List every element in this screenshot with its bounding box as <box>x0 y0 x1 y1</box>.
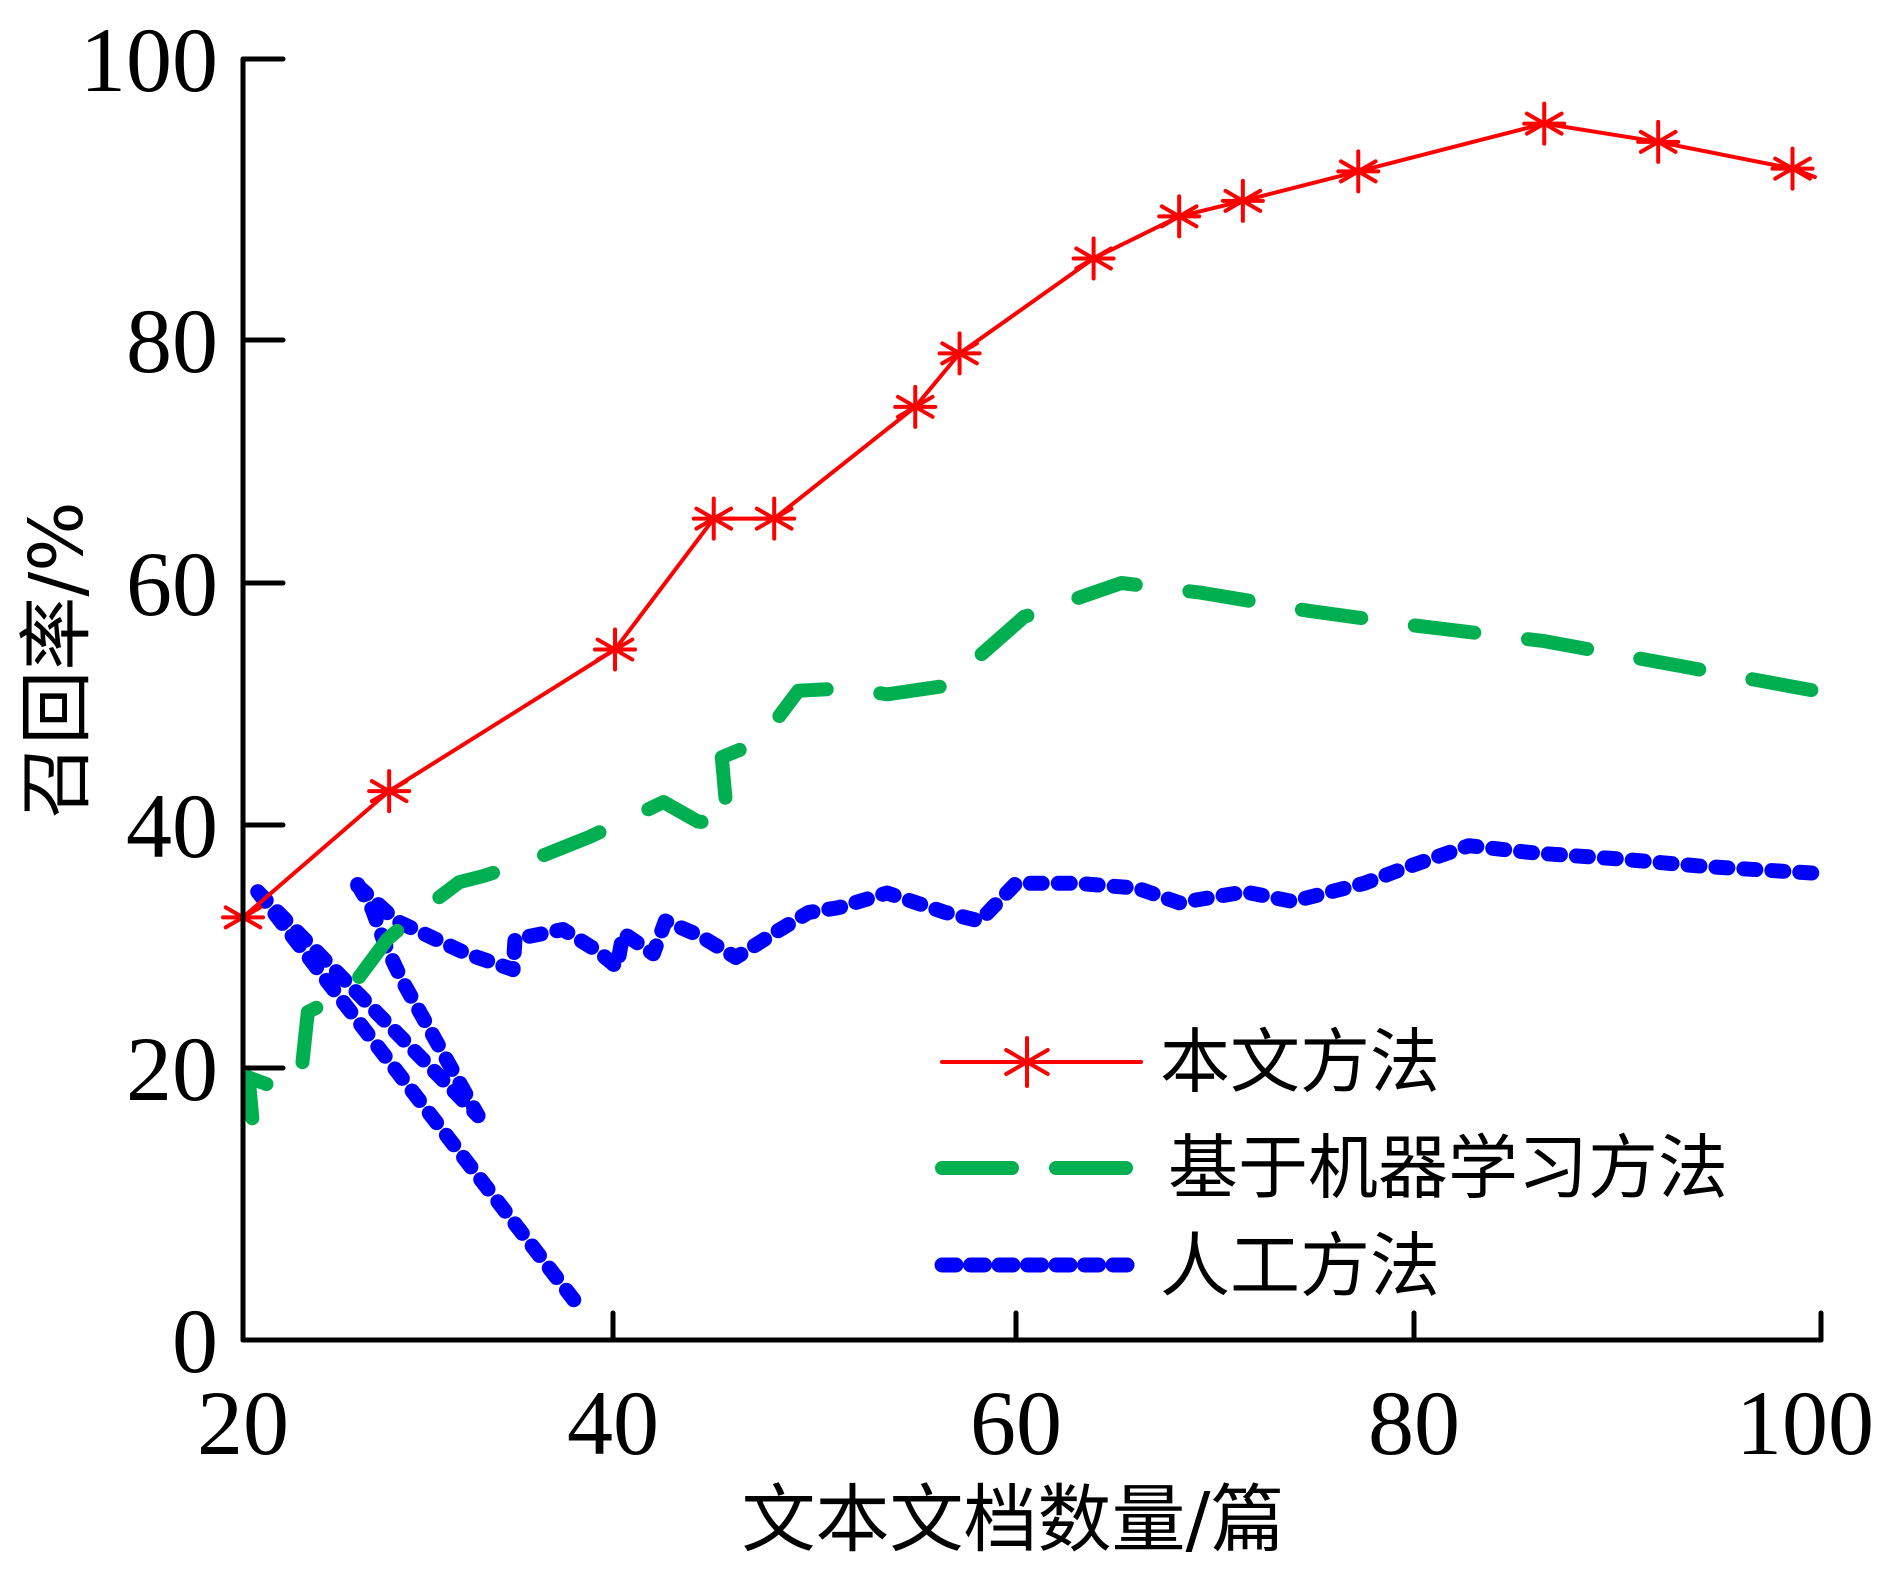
legend-item-manual: 人工方法 <box>934 1225 1440 1307</box>
x-axis-ticks: 20 40 60 80 100 <box>197 1310 1874 1474</box>
x-tick-label: 40 <box>567 1372 659 1474</box>
data-point-marker <box>691 496 736 541</box>
x-tick-label: 100 <box>1736 1372 1874 1474</box>
legend-marker-asterisk-icon <box>1001 1036 1053 1088</box>
data-point-marker <box>367 769 412 814</box>
plot-area <box>221 101 1829 1315</box>
y-axis-ticks: 0 20 40 60 80 100 <box>80 9 286 1392</box>
y-tick-label: 60 <box>126 533 218 635</box>
data-point-marker <box>1220 178 1265 223</box>
x-tick-label: 60 <box>970 1372 1062 1474</box>
data-point-marker <box>937 331 982 376</box>
data-point-marker <box>1336 149 1381 194</box>
y-tick-label: 20 <box>126 1018 218 1120</box>
data-point-marker <box>1770 146 1815 191</box>
legend-asterisk <box>1001 1036 1053 1088</box>
series-line <box>250 884 588 1315</box>
y-tick-label: 80 <box>126 290 218 392</box>
legend-label-proposed: 本文方法 <box>1160 1021 1440 1103</box>
x-tick-label: 80 <box>1368 1372 1460 1474</box>
data-point-marker <box>1522 101 1567 146</box>
series-line <box>241 576 1828 1126</box>
y-axis-title: 召回率/% <box>14 501 100 818</box>
data-point-marker <box>752 496 797 541</box>
series-line <box>350 838 1829 978</box>
y-tick-label: 40 <box>126 775 218 877</box>
data-point-marker <box>893 384 938 429</box>
legend: 本文方法 基于机器学习方法 人工方法 <box>934 1021 1728 1307</box>
legend-item-proposed: 本文方法 <box>940 1021 1440 1103</box>
y-tick-label: 0 <box>172 1290 218 1392</box>
data-point-marker <box>1071 236 1116 281</box>
x-tick-label: 20 <box>197 1372 289 1474</box>
data-point-marker <box>1157 194 1202 239</box>
y-tick-label: 100 <box>80 9 218 111</box>
legend-item-machine-learning: 基于机器学习方法 <box>935 1127 1728 1209</box>
series-line <box>250 884 486 1124</box>
data-point-marker <box>1636 119 1681 164</box>
x-axis-title: 文本文档数量/篇 <box>742 1477 1285 1563</box>
series-line <box>241 121 1817 920</box>
series-1 <box>241 576 1828 1126</box>
series-2 <box>250 838 1829 1315</box>
series-0 <box>221 101 1817 940</box>
legend-label-manual: 人工方法 <box>1160 1225 1440 1307</box>
legend-label-machine-learning: 基于机器学习方法 <box>1168 1127 1728 1209</box>
series-line <box>350 877 486 1124</box>
data-point-marker <box>593 627 638 672</box>
